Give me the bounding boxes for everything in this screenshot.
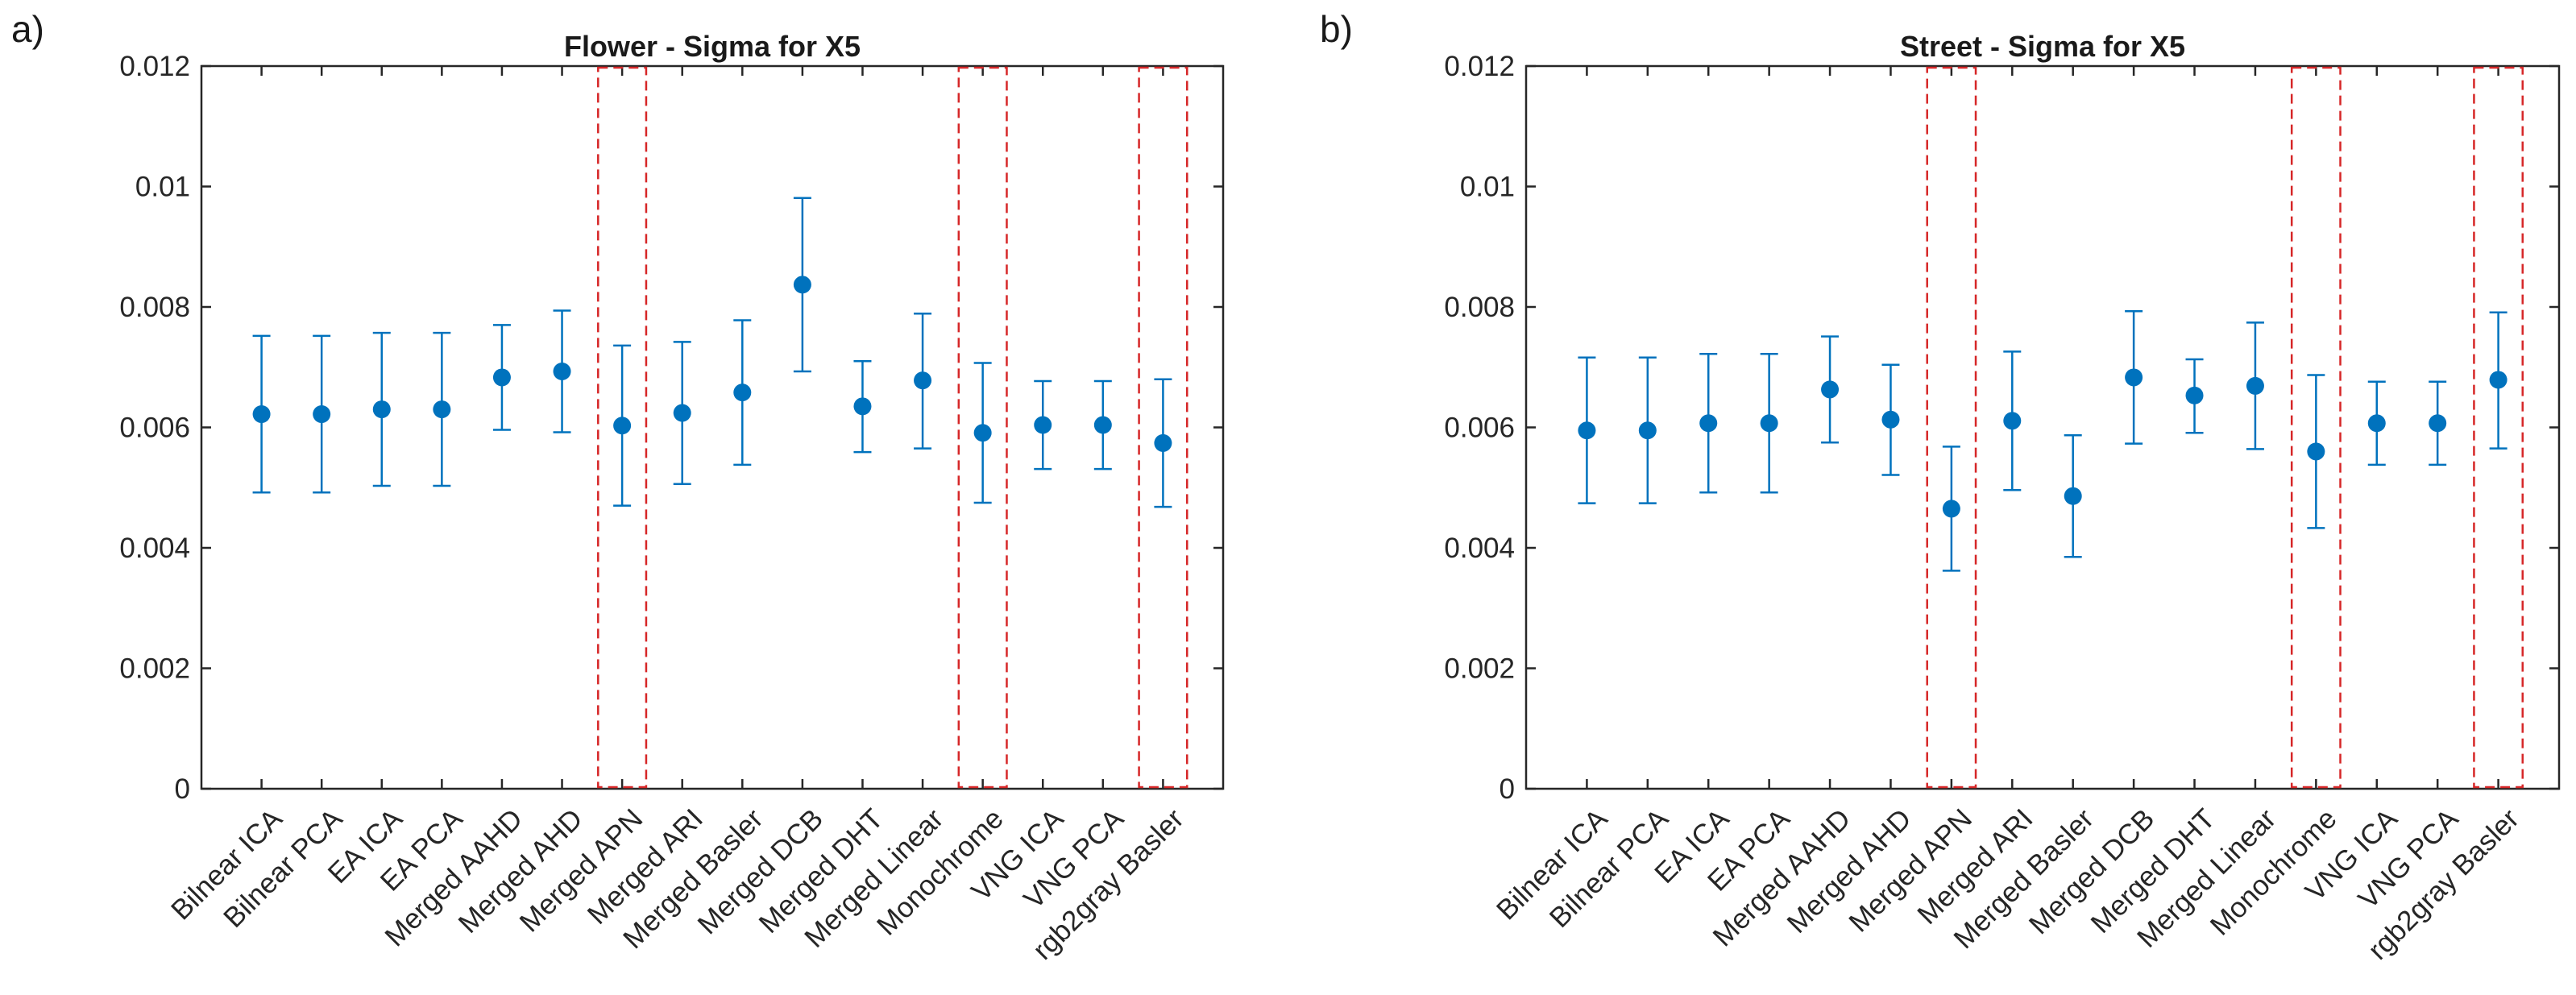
y-tick-label: 0.006 xyxy=(1444,413,1515,444)
data-point xyxy=(973,424,992,442)
highlight-box xyxy=(2290,66,2342,789)
error-bar-series xyxy=(252,197,1172,508)
chart-title: Flower - Sigma for X5 xyxy=(564,30,861,63)
highlight-box xyxy=(2473,66,2524,789)
y-tick-label: 0 xyxy=(175,773,190,805)
data-point xyxy=(252,405,271,424)
data-point xyxy=(2064,487,2082,505)
data-point xyxy=(733,383,752,402)
y-tick-label: 0.01 xyxy=(135,172,190,203)
highlight-boxes xyxy=(1926,66,2524,789)
data-point xyxy=(2429,414,2447,433)
data-point xyxy=(1034,416,1052,434)
data-point xyxy=(1881,410,1900,429)
highlight-boxes xyxy=(597,66,1188,789)
y-tick-label: 0.01 xyxy=(1460,172,1515,203)
y-tick-label: 0.008 xyxy=(119,292,190,323)
data-point xyxy=(1154,433,1172,452)
y-tick-label: 0.004 xyxy=(1444,533,1515,564)
data-point xyxy=(793,276,811,294)
y-tick-label: 0.004 xyxy=(119,533,190,564)
highlight-box xyxy=(957,66,1008,789)
data-point xyxy=(1093,416,1112,434)
data-point xyxy=(2367,414,2386,433)
data-point xyxy=(613,417,632,435)
y-axis: 0 0.002 0.004 0.006 0.008 0.01 0.012 xyxy=(119,51,1223,805)
y-tick-label: 0.012 xyxy=(1444,51,1515,82)
y-tick-label: 0.008 xyxy=(1444,292,1515,323)
highlight-box xyxy=(1138,66,1188,789)
chart-panel-street: b) Street - Sigma for X5 0 0.002 0.004 0.00… xyxy=(1320,8,2561,966)
data-point xyxy=(853,397,872,416)
plot-area xyxy=(200,64,1225,790)
chart-panel-flower: a) Flower - Sigma for X5 0 0.002 0.004 0.00… xyxy=(11,8,1225,966)
data-point xyxy=(2125,368,2143,387)
data-point xyxy=(1942,500,1960,518)
data-point xyxy=(914,371,932,390)
data-point xyxy=(1638,421,1657,440)
y-tick-label: 0 xyxy=(1500,773,1515,805)
data-point xyxy=(2185,386,2204,404)
highlight-box xyxy=(1926,66,1977,789)
data-point xyxy=(1821,380,1840,399)
data-point xyxy=(673,404,691,422)
data-point xyxy=(2246,376,2264,395)
data-point xyxy=(2489,371,2508,389)
chart-title: Street - Sigma for X5 xyxy=(1900,30,2185,63)
highlight-box xyxy=(597,66,648,789)
data-point xyxy=(313,405,331,424)
data-point xyxy=(372,400,391,419)
data-point xyxy=(553,362,571,380)
y-tick-label: 0.006 xyxy=(119,413,190,444)
panel-label: a) xyxy=(11,8,44,50)
data-point xyxy=(2307,442,2325,461)
plot-area xyxy=(1524,64,2561,790)
y-axis: 0 0.002 0.004 0.006 0.008 0.01 0.012 xyxy=(1444,51,2559,805)
error-bar-series xyxy=(1578,309,2508,572)
y-tick-label: 0.002 xyxy=(1444,653,1515,685)
y-tick-label: 0.012 xyxy=(119,51,190,82)
data-point xyxy=(2003,412,2022,430)
data-point xyxy=(1578,421,1596,440)
data-point xyxy=(433,400,451,419)
data-point xyxy=(492,368,511,387)
panel-label: b) xyxy=(1320,8,1353,50)
data-point xyxy=(1699,414,1718,433)
data-point xyxy=(1760,414,1778,433)
y-tick-label: 0.002 xyxy=(119,653,190,685)
